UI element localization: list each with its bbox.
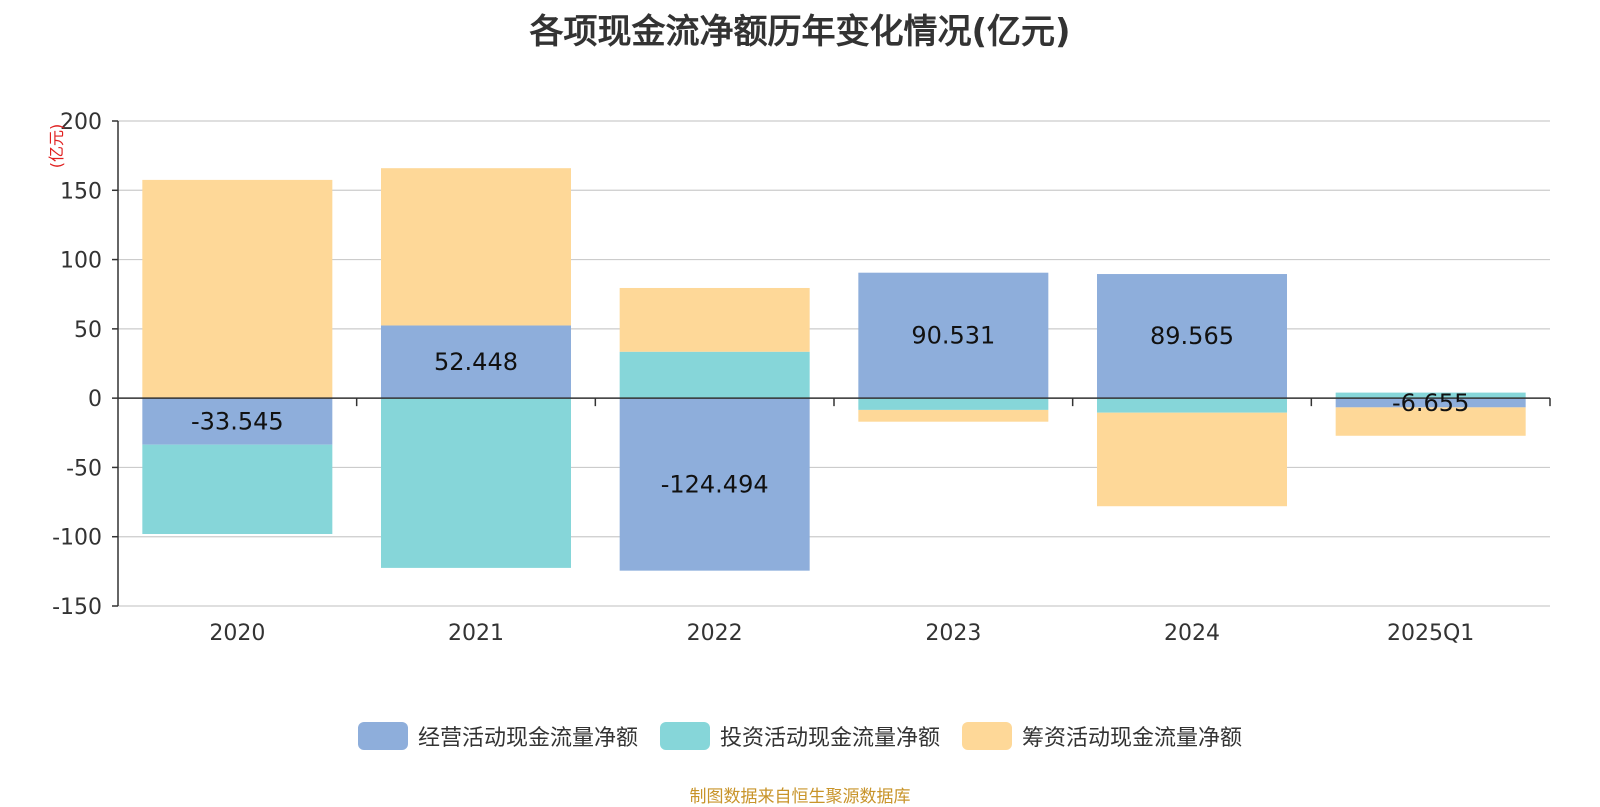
data-label: -124.494	[661, 470, 769, 498]
bar-segment	[619, 287, 810, 352]
grid-lines	[118, 120, 1550, 607]
data-labels: -33.545 52.448 -124.494 90.531 89.565 -6.655	[191, 321, 1469, 498]
legend-label-operating: 经营活动现金流量净额	[417, 726, 638, 751]
legend-swatch-operating	[357, 722, 408, 750]
legend: 经营活动现金流量净额 投资活动现金流量净额 筹资活动现金流量净额	[0, 720, 1600, 752]
bar-segment	[619, 398, 810, 571]
legend-item-operating[interactable]: 经营活动现金流量净额	[357, 720, 638, 752]
data-label: -33.545	[191, 407, 284, 435]
y-tick-label: -150	[52, 595, 102, 620]
x-tick-label: 2023	[925, 621, 981, 646]
stacked-bar-chart: 200 150 100 50 0 -50 -100 -150 (亿元) 2020 2021 2022 2…	[47, 110, 1551, 646]
bar-segment	[1097, 274, 1287, 399]
legend-item-investing[interactable]: 投资活动现金流量净额	[659, 720, 940, 752]
bar-segment	[1335, 407, 1526, 436]
bars	[142, 168, 1526, 571]
y-tick-label: 50	[74, 318, 102, 343]
bar-segment	[142, 179, 333, 399]
bar-segment	[858, 272, 1049, 399]
legend-swatch-financing	[962, 722, 1012, 750]
bar-segment	[142, 398, 333, 445]
bar-segment	[381, 168, 571, 326]
bar-segment	[1097, 398, 1287, 413]
data-label: 90.531	[911, 321, 995, 349]
data-label: 52.448	[434, 348, 518, 376]
legend-item-financing[interactable]: 筹资活动现金流量净额	[962, 720, 1242, 752]
x-tick-label: 2025Q1	[1387, 621, 1474, 646]
y-axis-label: (亿元)	[47, 124, 66, 169]
legend-swatch-investing	[659, 722, 710, 750]
data-label: -6.655	[1392, 389, 1469, 417]
bar-segment	[142, 444, 333, 535]
y-tick-label: 0	[88, 387, 102, 412]
legend-label-financing: 筹资活动现金流量净额	[1022, 726, 1243, 751]
bar-segment	[1335, 398, 1526, 408]
bar-segment	[1097, 412, 1287, 507]
bar-segment	[858, 398, 1049, 410]
y-tick-label: -100	[52, 526, 102, 551]
y-tick-label: 200	[60, 110, 102, 135]
y-tick-label: -50	[66, 456, 102, 481]
bar-segment	[381, 398, 571, 568]
data-label: 89.565	[1150, 322, 1234, 350]
x-tick-label: 2021	[448, 621, 504, 646]
bar-segment	[619, 351, 810, 399]
bar-segment	[858, 409, 1049, 422]
axes: 200 150 100 50 0 -50 -100 -150 (亿元) 2020 2021 2022 2…	[47, 110, 1551, 646]
data-source-note: 制图数据来自恒生聚源数据库	[689, 787, 911, 807]
x-tick-label: 2022	[687, 621, 743, 646]
y-tick-label: 150	[60, 179, 102, 204]
chart-title: 各项现金流净额历年变化情况(亿元)	[529, 12, 1071, 52]
x-tick-label: 2020	[209, 621, 265, 646]
x-tick-label: 2024	[1164, 621, 1220, 646]
y-tick-label: 100	[60, 249, 102, 274]
bar-segment	[381, 325, 571, 399]
bar-segment	[1335, 392, 1526, 399]
legend-label-investing: 投资活动现金流量净额	[719, 726, 940, 751]
